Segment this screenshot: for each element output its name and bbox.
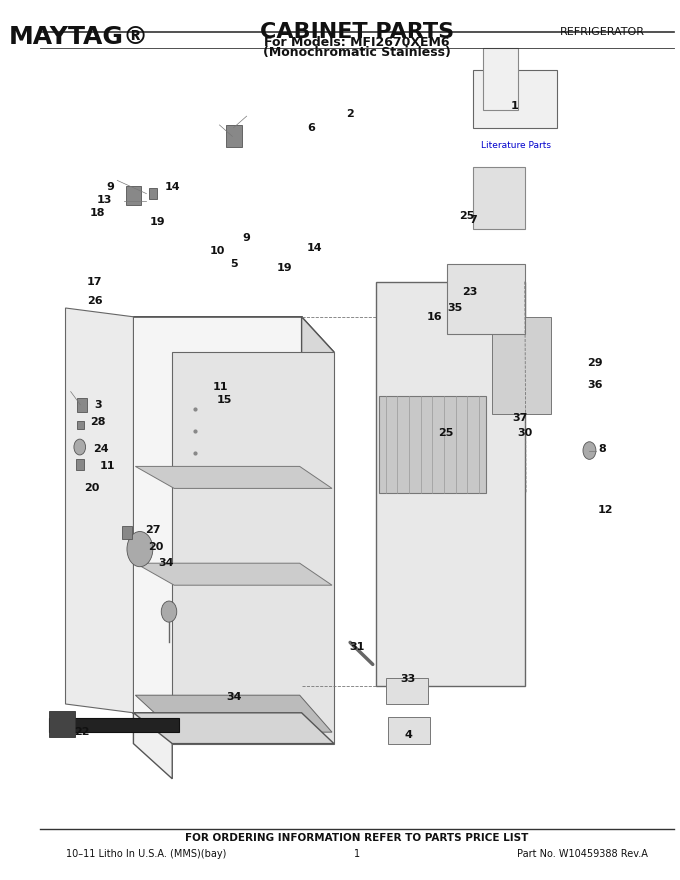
Text: 13: 13 (97, 194, 112, 205)
Text: 34: 34 (226, 692, 241, 702)
Text: 11: 11 (213, 382, 228, 392)
Circle shape (74, 439, 86, 455)
Text: 14: 14 (165, 181, 180, 192)
Text: 3: 3 (94, 400, 102, 410)
Bar (388, 717, 430, 744)
Text: 33: 33 (401, 674, 416, 685)
Text: 29: 29 (587, 357, 602, 368)
Text: 7: 7 (469, 215, 477, 225)
Circle shape (161, 601, 177, 622)
Text: MAYTAG®: MAYTAG® (8, 25, 148, 49)
Polygon shape (135, 466, 332, 488)
Text: 26: 26 (87, 296, 103, 306)
Text: 23: 23 (462, 287, 477, 297)
Polygon shape (65, 308, 133, 713)
Bar (77, 398, 87, 412)
Text: 27: 27 (145, 524, 160, 535)
Polygon shape (135, 563, 332, 585)
Bar (473, 70, 557, 128)
Text: For Models: MFI2670XEM6: For Models: MFI2670XEM6 (264, 36, 449, 48)
Text: 1: 1 (511, 100, 519, 111)
Text: 30: 30 (517, 428, 532, 438)
Text: 10: 10 (210, 246, 225, 256)
Text: CABINET PARTS: CABINET PARTS (260, 22, 454, 41)
Text: REFRIGERATOR: REFRIGERATOR (560, 26, 645, 37)
Text: 17: 17 (87, 276, 103, 287)
Text: 2: 2 (346, 109, 354, 120)
Bar (386, 678, 428, 704)
Text: 31: 31 (349, 642, 364, 652)
Bar (473, 167, 525, 229)
Text: 24: 24 (93, 444, 109, 454)
Polygon shape (376, 282, 525, 686)
Polygon shape (302, 317, 334, 744)
Text: 18: 18 (90, 208, 105, 218)
Text: 9: 9 (243, 232, 250, 243)
Text: 11: 11 (100, 461, 116, 472)
Polygon shape (379, 396, 486, 493)
Text: 5: 5 (230, 259, 237, 269)
Polygon shape (172, 352, 334, 744)
Text: 36: 36 (587, 379, 602, 390)
Text: 9: 9 (107, 181, 115, 192)
Bar (122, 526, 132, 539)
Polygon shape (492, 317, 551, 414)
Text: 37: 37 (512, 413, 527, 423)
Text: 12: 12 (598, 505, 613, 516)
Text: 8: 8 (598, 444, 607, 454)
Text: 25: 25 (438, 428, 454, 438)
Text: 34: 34 (158, 558, 173, 568)
Text: 1: 1 (354, 848, 360, 859)
Text: 6: 6 (307, 122, 316, 133)
Circle shape (583, 442, 596, 459)
Text: 16: 16 (426, 312, 442, 322)
Bar (76, 459, 84, 470)
Text: (Monochromatic Stainless): (Monochromatic Stainless) (262, 47, 451, 59)
Text: 35: 35 (447, 303, 462, 313)
Bar (149, 188, 156, 199)
Text: 4: 4 (405, 730, 412, 740)
Text: 19: 19 (150, 216, 165, 227)
Bar (50, 718, 179, 732)
Text: 14: 14 (307, 243, 322, 253)
Text: 10–11 Litho In U.S.A. (MMS)(bay): 10–11 Litho In U.S.A. (MMS)(bay) (65, 848, 226, 859)
Bar (226, 126, 242, 147)
Polygon shape (135, 695, 332, 732)
Polygon shape (133, 317, 334, 352)
Polygon shape (447, 264, 525, 334)
Text: Literature Parts: Literature Parts (481, 141, 551, 150)
Bar (77, 421, 84, 429)
Text: 20: 20 (84, 483, 99, 494)
Polygon shape (133, 317, 172, 779)
Text: 28: 28 (90, 417, 105, 428)
Circle shape (127, 532, 153, 567)
Text: FOR ORDERING INFORMATION REFER TO PARTS PRICE LIST: FOR ORDERING INFORMATION REFER TO PARTS … (185, 832, 528, 843)
Text: 15: 15 (216, 395, 232, 406)
Text: Part No. W10459388 Rev.A: Part No. W10459388 Rev.A (517, 848, 647, 859)
Polygon shape (133, 713, 334, 744)
Bar (50, 711, 75, 737)
Text: 20: 20 (148, 542, 164, 553)
Polygon shape (133, 317, 302, 713)
Text: 19: 19 (276, 263, 292, 274)
Text: 25: 25 (459, 210, 474, 221)
Text: 22: 22 (74, 727, 90, 737)
Bar (126, 186, 141, 205)
Bar (483, 48, 518, 110)
